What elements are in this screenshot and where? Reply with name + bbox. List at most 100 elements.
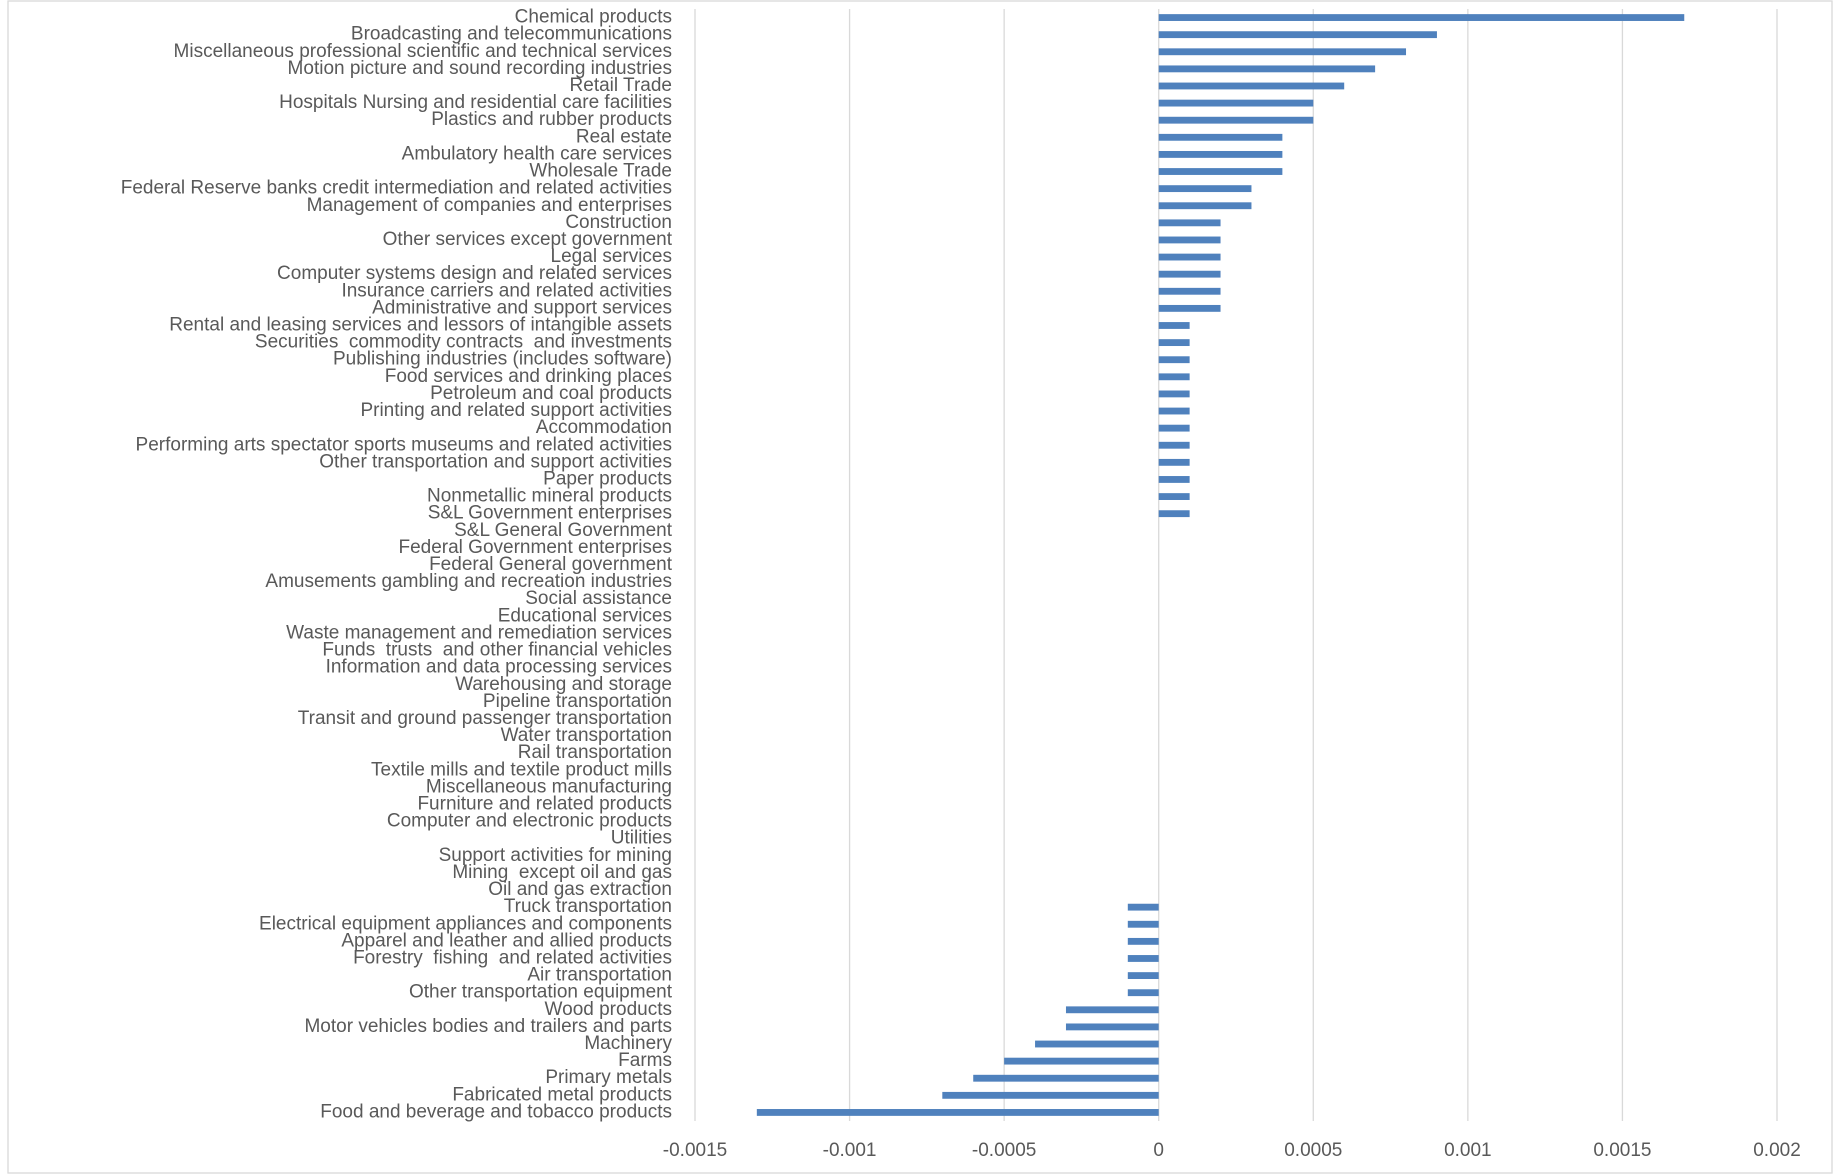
bar xyxy=(756,1109,1159,1116)
y-tick-label: Air transportation xyxy=(527,965,672,986)
y-tick-label: Furniture and related products xyxy=(417,794,672,815)
bar xyxy=(1158,185,1252,193)
y-tick-label: Miscellaneous manufacturing xyxy=(426,776,672,797)
bar xyxy=(1127,903,1159,911)
bar xyxy=(1158,82,1345,90)
y-tick-label: Securities commodity contracts and inves… xyxy=(255,332,672,353)
y-tick-label: Pipeline transportation xyxy=(483,691,672,712)
y-tick-label: Farms xyxy=(618,1050,672,1071)
bar xyxy=(1127,972,1159,980)
y-tick-label: Food and beverage and tobacco products xyxy=(320,1101,672,1122)
y-tick-label: Federal Reserve banks credit intermediat… xyxy=(121,178,672,199)
y-tick-label: Petroleum and coal products xyxy=(430,383,672,404)
bar xyxy=(1158,202,1252,210)
bar xyxy=(1158,168,1283,175)
y-tick-label: Amusements gambling and recreation indus… xyxy=(265,571,672,592)
bar xyxy=(1158,287,1221,295)
bar xyxy=(1158,31,1437,39)
y-tick-label: Insurance carriers and related activitie… xyxy=(341,280,672,301)
y-tick-label: Other services except government xyxy=(383,229,673,250)
bar xyxy=(1127,920,1159,928)
y-tick-label: Waste management and remediation service… xyxy=(286,622,672,643)
y-tick-label: Ambulatory health care services xyxy=(402,143,672,164)
y-tick-label: Administrative and support services xyxy=(372,297,672,318)
y-tick-label: Accommodation xyxy=(536,417,672,438)
y-tick-label: Publishing industries (includes software… xyxy=(333,349,672,370)
bar xyxy=(1158,373,1190,381)
bar xyxy=(1158,48,1407,56)
bar xyxy=(1158,116,1314,124)
bar xyxy=(1158,476,1190,483)
y-tick-label: Performing arts spectator sports museums… xyxy=(136,434,672,455)
bar xyxy=(1158,407,1190,415)
bar xyxy=(1127,937,1159,945)
x-tick-label: 0.001 xyxy=(1444,1140,1492,1161)
chart-border xyxy=(7,0,1833,1174)
bar xyxy=(1158,441,1190,449)
y-tick-label: Funds trusts and other financial vehicle… xyxy=(322,640,672,661)
y-tick-label: S&L General Government xyxy=(454,520,673,541)
bar xyxy=(1158,65,1376,73)
x-tick-label: 0.0015 xyxy=(1593,1140,1651,1161)
y-tick-label: Wood products xyxy=(545,999,672,1020)
y-tick-label: Apparel and leather and allied products xyxy=(341,930,672,951)
y-tick-label: Construction xyxy=(565,212,672,233)
y-tick-label: Primary metals xyxy=(545,1067,672,1088)
bar xyxy=(973,1074,1159,1082)
y-tick-label: Real estate xyxy=(576,126,672,147)
y-tick-label: Forestry fishing and related activities xyxy=(353,947,672,968)
bar xyxy=(1158,390,1190,398)
y-tick-label: Chemical products xyxy=(515,7,672,28)
bar xyxy=(1127,989,1159,997)
y-tick-label: Textile mills and textile product mills xyxy=(371,759,672,780)
bar xyxy=(1158,99,1314,107)
y-tick-label: Broadcasting and telecommunications xyxy=(351,24,672,45)
y-tick-label: Federal Government enterprises xyxy=(398,537,672,558)
y-tick-label: Truck transportation xyxy=(504,896,672,917)
y-tick-label: Federal General government xyxy=(429,554,673,575)
bar xyxy=(1127,955,1159,962)
x-tick-label: 0.0005 xyxy=(1284,1140,1342,1161)
x-tick-label: -0.0005 xyxy=(972,1140,1036,1161)
x-tick-label: -0.0015 xyxy=(663,1140,727,1161)
y-tick-label: Water transportation xyxy=(501,725,672,746)
y-tick-label: Fabricated metal products xyxy=(452,1084,672,1105)
bar xyxy=(1158,236,1221,244)
bar xyxy=(1065,1006,1159,1014)
y-tick-label: Retail Trade xyxy=(570,75,672,96)
y-tick-label: Computer systems design and related serv… xyxy=(277,263,672,284)
y-tick-label: Computer and electronic products xyxy=(387,811,672,832)
y-tick-label: Plastics and rubber products xyxy=(431,109,672,130)
y-tick-label: Rail transportation xyxy=(518,742,672,763)
y-tick-label: Other transportation and support activit… xyxy=(319,451,672,472)
y-tick-label: Motor vehicles bodies and trailers and p… xyxy=(304,1016,672,1037)
y-tick-label: Food services and drinking places xyxy=(385,366,672,387)
bar xyxy=(1158,339,1190,347)
y-tick-label: Warehousing and storage xyxy=(455,674,672,695)
y-tick-label: Utilities xyxy=(611,828,672,849)
bar xyxy=(1004,1057,1159,1065)
x-tick-label: 0.002 xyxy=(1753,1140,1801,1161)
y-tick-label: S&L Government enterprises xyxy=(428,503,672,524)
bar xyxy=(1158,510,1190,518)
y-tick-label: Information and data processing services xyxy=(326,657,672,678)
bar xyxy=(1158,424,1190,432)
y-tick-label: Hospitals Nursing and residential care f… xyxy=(279,92,672,113)
bar xyxy=(1158,219,1221,227)
y-tick-label: Electrical equipment appliances and comp… xyxy=(259,913,672,934)
bar xyxy=(1065,1023,1159,1031)
y-tick-label: Rental and leasing services and lessors … xyxy=(169,315,672,336)
bar xyxy=(1158,304,1221,312)
y-tick-label: Mining except oil and gas xyxy=(452,862,672,883)
y-tick-label: Management of companies and enterprises xyxy=(307,195,672,216)
y-tick-label: Paper products xyxy=(543,468,672,489)
y-tick-label: Transit and ground passenger transportat… xyxy=(298,708,672,729)
y-tick-label: Nonmetallic mineral products xyxy=(427,486,672,507)
bar xyxy=(1158,150,1283,158)
bar xyxy=(1158,458,1190,466)
x-tick-label: -0.001 xyxy=(823,1140,877,1161)
bar xyxy=(1158,356,1190,364)
y-tick-label: Legal services xyxy=(551,246,672,267)
bar xyxy=(1158,493,1190,500)
